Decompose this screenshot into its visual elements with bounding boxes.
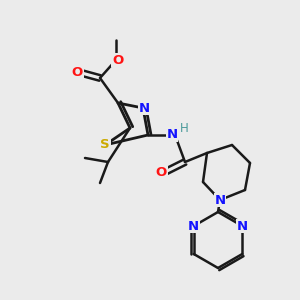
Text: O: O (155, 167, 167, 179)
Text: S: S (100, 139, 110, 152)
Text: N: N (167, 128, 178, 142)
Text: N: N (237, 220, 248, 232)
Text: O: O (112, 53, 124, 67)
Text: O: O (71, 65, 82, 79)
Text: H: H (180, 122, 188, 134)
Text: N: N (214, 194, 226, 206)
Text: N: N (188, 220, 199, 232)
Text: N: N (138, 101, 150, 115)
